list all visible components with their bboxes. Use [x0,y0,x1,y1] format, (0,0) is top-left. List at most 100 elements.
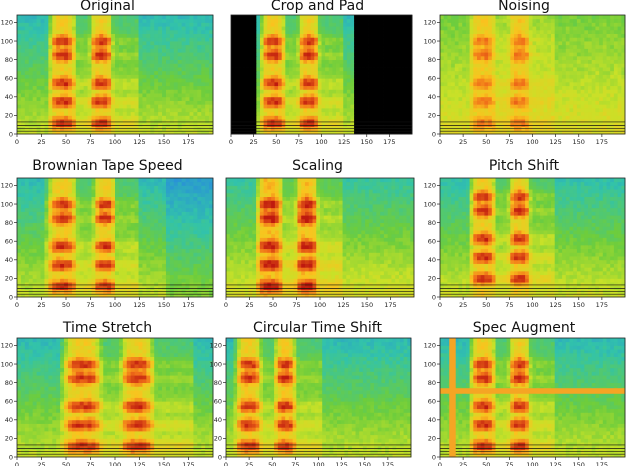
spectrogram-cell [303,52,308,57]
spectrogram-cell [480,107,485,113]
spectrogram-cell [52,74,57,79]
spectrogram-cell [573,26,578,31]
spectrogram-cell [383,44,388,49]
spectrogram-cell [118,37,124,42]
spectrogram-cell [325,100,330,105]
spectrogram-cell [245,81,250,87]
spectrogram-cell [532,29,537,34]
spectrogram-cell [189,22,194,27]
spectrogram-cell [238,67,243,72]
spectrogram-cell [551,33,556,38]
spectrogram-cell [599,48,604,53]
spectrogram-cell [346,111,351,116]
spectrogram-cell [599,33,604,38]
spectrogram-cell [288,74,293,79]
spectrogram-cell [40,48,45,53]
spectrogram-cell [350,89,355,94]
spectrogram-cell [234,48,239,53]
spectrogram-cell [621,37,626,42]
spectrogram-cell [562,41,567,46]
spectrogram-cell [165,33,171,38]
spectrogram-cell [383,55,388,61]
spectrogram-cell [454,44,459,49]
spectrogram-cell [40,293,45,298]
spectrogram-cell [299,22,304,27]
spectrogram-cell [17,63,22,68]
spectrogram-cell [296,29,301,34]
spectrogram-cell [281,70,286,75]
spectrogram-cell [591,130,596,135]
spectrogram-cell [299,100,304,105]
spectrogram-cell [274,81,279,87]
spectrogram-cell [488,115,493,120]
spectrogram-cell [532,93,537,98]
spectrogram-cell [621,26,626,31]
spectrogram-cell [36,55,41,61]
spectrogram-cell [532,89,537,94]
spectrogram-cell [462,15,467,20]
spectrogram-cell [138,59,143,64]
spectrogram-cell [130,41,135,46]
spectrogram-cell [465,119,470,124]
spectrogram-cell [36,107,41,113]
spectrogram-cell [447,44,452,49]
spectrogram-cell [404,111,409,116]
spectrogram-cell [510,85,515,90]
spectrogram-cell [325,70,330,75]
spectrogram-cell [473,70,478,75]
spectrogram-cell [350,100,355,105]
spectrogram-cell [440,111,445,116]
spectrogram-cell [115,93,120,98]
spectrogram-cell [573,37,578,42]
spectrogram-cell [465,111,470,116]
spectrogram-cell [142,22,147,27]
spectrogram-cell [364,104,369,109]
spectrogram-cell [48,81,53,87]
spectrogram-cell [502,26,507,31]
spectrogram-cell [28,81,34,87]
spectrogram-cell [107,52,112,57]
spectrogram-cell [495,93,500,98]
spectrogram-cell [562,119,567,124]
spectrogram-cell [447,48,452,53]
spectrogram-cell [60,100,65,105]
spectrogram-cell [393,63,398,68]
spectrogram-cell [510,37,515,42]
spectrogram-cell [473,96,478,101]
spectrogram-cell [562,55,567,61]
spectrogram-cell [48,22,53,27]
spectrogram-cell [543,59,548,64]
spectrogram-cell [543,85,548,90]
spectrogram-cell [465,33,470,38]
spectrogram-cell [443,115,448,120]
spectrogram-cell [390,119,395,124]
spectrogram-cell [495,18,500,23]
spectrogram-cell [447,85,452,90]
spectrogram-cell [95,33,100,38]
spectrogram-cell [181,15,186,20]
spectrogram-cell [372,63,377,68]
spectrogram-cell [197,78,202,83]
spectrogram-cell [390,33,395,38]
spectrogram-cell [83,48,88,53]
spectrogram-cell [165,59,171,64]
spectrogram-cell [569,55,574,61]
spectrogram-cell [205,59,210,64]
spectrogram-cell [617,107,622,113]
spectrogram-cell [565,15,570,20]
spectrogram-cell [390,37,395,42]
spectrogram-cell [146,15,151,20]
spectrogram-cell [197,33,202,38]
spectrogram-cell [408,22,413,27]
spectrogram-cell [146,85,151,90]
spectrogram-cell [134,52,139,57]
spectrogram-cell [321,44,326,49]
spectrogram-cell [543,130,548,135]
spectrogram-cell [532,18,537,23]
spectrogram-cell [454,130,459,135]
spectrogram-cell [521,119,526,124]
spectrogram-cell [613,130,618,135]
spectrogram-cell [325,55,330,61]
spectrogram-cell [107,119,112,124]
